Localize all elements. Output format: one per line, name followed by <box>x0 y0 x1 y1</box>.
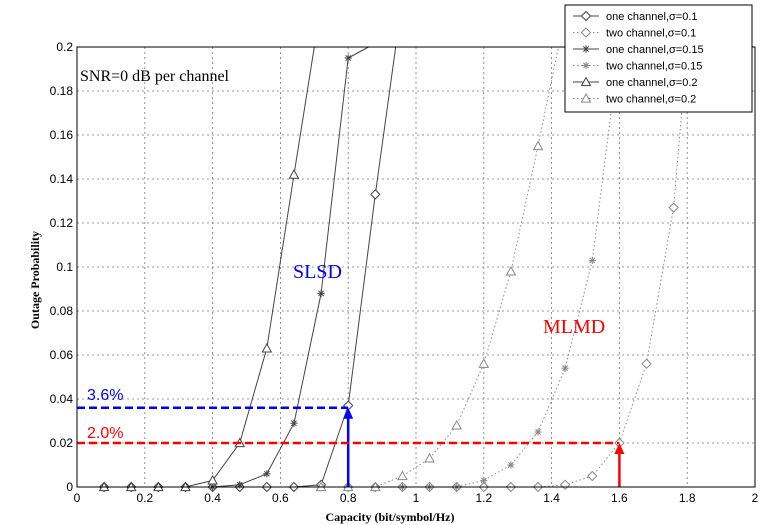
series-point-5 <box>451 419 463 430</box>
grid <box>77 47 755 487</box>
series-point-3 <box>561 364 569 372</box>
series-point-1 <box>559 479 571 491</box>
legend-box <box>564 4 753 113</box>
series-point-2 <box>263 470 271 478</box>
series-point-5 <box>397 470 408 481</box>
series-line-3 <box>321 46 620 488</box>
series-point-4 <box>288 169 300 179</box>
series-point-4 <box>207 474 218 485</box>
y-tick-label: 0 <box>66 480 73 494</box>
x-axis-title: Capacity (bit/symbol/Hz) <box>326 510 455 524</box>
y-tick-label: 0.08 <box>50 304 74 318</box>
series-point-2 <box>344 54 352 62</box>
x-tick-label: 0.4 <box>204 491 221 505</box>
snr-annotation: SNR=0 dB per channel <box>80 68 230 85</box>
x-tick-label: 0.8 <box>340 491 357 505</box>
series-point-5 <box>424 452 435 463</box>
pct-label-red: 2.0% <box>87 425 123 442</box>
series-point-5 <box>478 358 490 368</box>
y-tick-label: 0.14 <box>50 172 74 186</box>
series-point-2 <box>317 289 325 297</box>
guide-red-arrowhead <box>614 443 625 454</box>
series-point-3 <box>534 428 542 436</box>
slsd-label: SLSD <box>293 261 342 283</box>
legend-label-2: one channel,σ=0.15 <box>606 44 704 56</box>
legend-marker-5 <box>580 92 592 103</box>
pct-label-blue: 3.6% <box>87 387 123 404</box>
x-tick-label: 1 <box>413 491 420 505</box>
legend-label-1: two channel,σ=0.1 <box>606 28 696 40</box>
y-tick-label: 0.02 <box>50 436 74 450</box>
legend-label-0: one channel,σ=0.1 <box>606 11 698 23</box>
legend-marker-4 <box>580 76 592 87</box>
y-tick-label: 0.16 <box>50 128 74 142</box>
legend: one channel,σ=0.1 two channel,σ=0.1 one ch… <box>564 4 753 113</box>
x-tick-label: 0.6 <box>272 491 289 505</box>
y-axis-title: Outage Probability <box>28 231 42 329</box>
y-tick-label: 0.18 <box>50 84 74 98</box>
series-point-0 <box>370 189 381 200</box>
y-tick-label: 0.06 <box>50 348 74 362</box>
y-tick-label: 0.2 <box>56 40 73 54</box>
x-tick-label: 2 <box>752 491 759 505</box>
series-point-3 <box>507 461 515 469</box>
ticks: 0 0.2 0.4 0.6 0.8 1 1.2 1.4 1.6 1.8 2 0 0.02 0.04 0.06… <box>50 40 759 505</box>
x-tick-label: 0.2 <box>136 491 153 505</box>
mlmd-label: MLMD <box>543 316 605 338</box>
x-tick-label: 1.6 <box>611 491 628 505</box>
x-tick-label: 0 <box>74 491 81 505</box>
series-group <box>98 46 688 493</box>
legend-marker-0 <box>580 10 592 22</box>
series-point-5 <box>505 265 517 276</box>
series-point-4 <box>261 342 273 353</box>
x-tick-label: 1.2 <box>475 491 492 505</box>
legend-label-4: one channel,σ=0.2 <box>606 77 698 89</box>
series-point-1 <box>587 470 598 482</box>
legend-label-3: two channel,σ=0.15 <box>606 61 702 73</box>
legend-label-5: two channel,σ=0.2 <box>606 94 696 106</box>
series-point-5 <box>532 140 544 151</box>
guide-blue-arrowhead <box>343 407 354 419</box>
plot-frame <box>76 46 756 488</box>
guide-lines <box>77 406 625 487</box>
legend-marker-3 <box>582 61 590 70</box>
series-point-1 <box>668 202 679 213</box>
x-tick-label: 1.8 <box>679 491 696 505</box>
series-point-2 <box>290 419 298 427</box>
series-point-1 <box>641 358 652 370</box>
series-point-3 <box>480 476 488 484</box>
series-point-3 <box>588 256 596 264</box>
y-tick-label: 0.1 <box>56 260 73 274</box>
legend-marker-1 <box>580 27 592 38</box>
legend-marker-2 <box>582 45 590 53</box>
y-tick-label: 0.04 <box>50 392 74 406</box>
x-tick-label: 1.4 <box>543 491 560 505</box>
y-tick-label: 0.12 <box>50 216 74 230</box>
